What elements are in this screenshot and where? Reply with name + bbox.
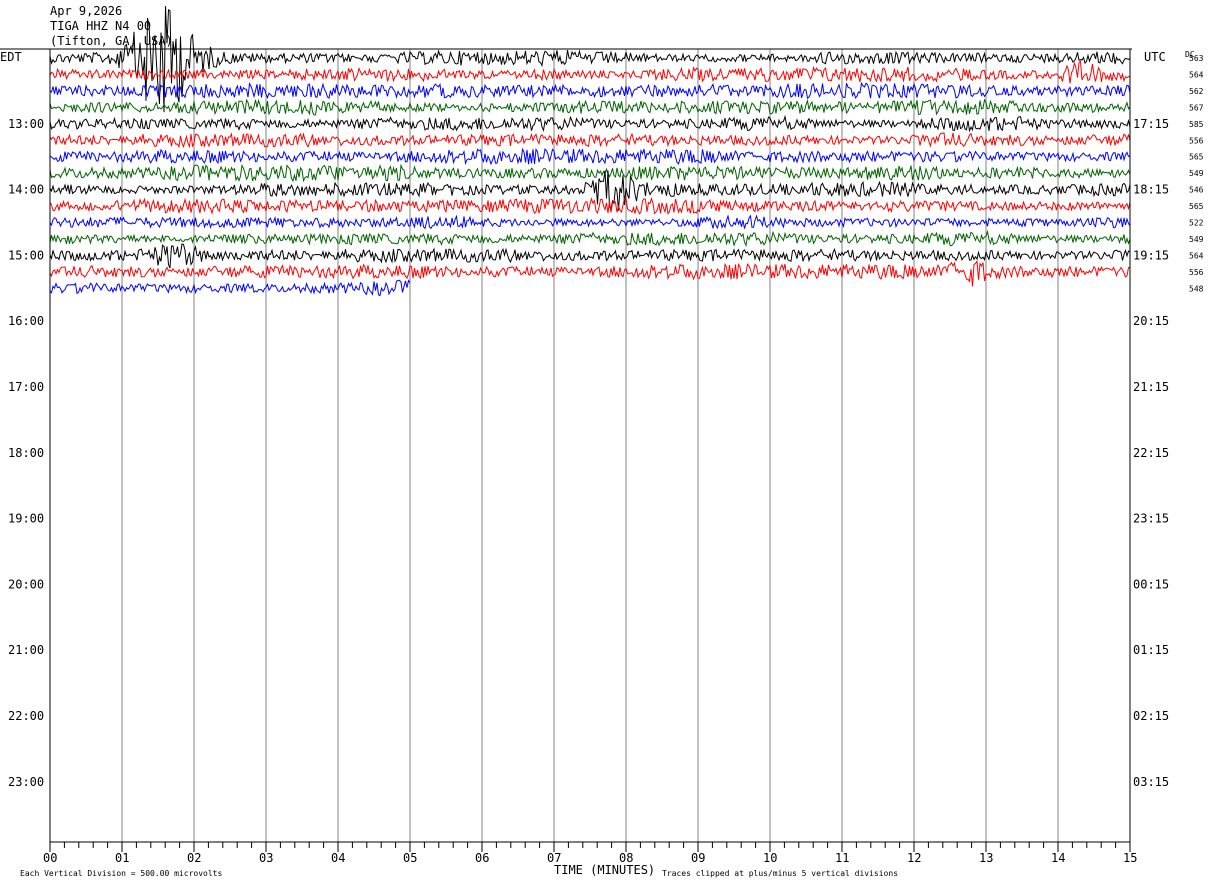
left-hour-label: 22:00 xyxy=(8,709,44,723)
right-hour-label: 02:15 xyxy=(1133,709,1169,723)
seismic-trace xyxy=(49,196,1131,215)
left-hour-label: 13:00 xyxy=(8,117,44,131)
x-tick-label: 15 xyxy=(1123,851,1137,865)
grid-layer xyxy=(121,49,1059,842)
left-hour-label: 18:00 xyxy=(8,446,44,460)
seismic-trace xyxy=(49,214,1131,230)
seismic-trace xyxy=(49,81,1131,100)
clip-note: Traces clipped at plus/minus 5 vertical … xyxy=(662,869,898,878)
dc-offset-label: 549 xyxy=(1189,235,1204,244)
seismic-trace xyxy=(49,279,411,297)
x-tick-label: 08 xyxy=(619,851,633,865)
x-tick-label: 04 xyxy=(331,851,345,865)
seismic-trace xyxy=(49,60,1131,84)
left-hour-label: 17:00 xyxy=(8,380,44,394)
trace-layer xyxy=(49,5,1131,297)
seismic-trace xyxy=(49,229,1131,248)
x-tick-label: 09 xyxy=(691,851,705,865)
dc-offset-label: 522 xyxy=(1189,219,1204,228)
x-tick-label: 14 xyxy=(1051,851,1065,865)
left-hour-label: 19:00 xyxy=(8,512,44,526)
header-date: Apr 9,2026 xyxy=(50,4,122,18)
label-layer: Apr 9,2026 TIGA HHZ N4 00 (Tifton, GA, U… xyxy=(0,4,1204,878)
seismic-trace xyxy=(49,170,1131,211)
dc-offset-label: 564 xyxy=(1189,251,1204,260)
right-hour-label: 19:15 xyxy=(1133,248,1169,262)
dc-offset-label: 562 xyxy=(1189,87,1204,96)
axis-layer xyxy=(0,48,1132,852)
dc-offset-label: 564 xyxy=(1189,70,1204,79)
dc-offset-label: 565 xyxy=(1189,153,1204,162)
dc-offset-label: 548 xyxy=(1189,284,1204,293)
scale-note: Each Vertical Division = 500.00 microvol… xyxy=(20,869,222,878)
left-timezone-label: EDT xyxy=(0,50,22,64)
left-hour-label: 16:00 xyxy=(8,314,44,328)
seismic-trace xyxy=(49,163,1131,183)
right-hour-label: 23:15 xyxy=(1133,512,1169,526)
dc-offset-label: 563 xyxy=(1189,54,1204,63)
header-station: TIGA HHZ N4 00 xyxy=(50,19,151,33)
right-hour-label: 22:15 xyxy=(1133,446,1169,460)
left-hour-label: 23:00 xyxy=(8,775,44,789)
right-hour-label: 17:15 xyxy=(1133,117,1169,131)
dc-offset-label: 549 xyxy=(1189,169,1204,178)
right-hour-label: 03:15 xyxy=(1133,775,1169,789)
x-tick-label: 05 xyxy=(403,851,417,865)
dc-header: DC xyxy=(1185,50,1195,59)
dc-offset-label: 585 xyxy=(1189,120,1204,129)
dc-offset-label: 567 xyxy=(1189,103,1204,112)
x-tick-label: 10 xyxy=(763,851,777,865)
x-tick-label: 02 xyxy=(187,851,201,865)
x-tick-label: 12 xyxy=(907,851,921,865)
x-tick-label: 13 xyxy=(979,851,993,865)
right-hour-label: 18:15 xyxy=(1133,183,1169,197)
right-hour-label: 21:15 xyxy=(1133,380,1169,394)
header-location: (Tifton, GA, USA) xyxy=(50,34,173,48)
x-axis-title: TIME (MINUTES) xyxy=(554,863,655,877)
x-tick-label: 06 xyxy=(475,851,489,865)
seismic-trace xyxy=(49,132,1131,149)
left-hour-label: 21:00 xyxy=(8,643,44,657)
dc-offset-label: 556 xyxy=(1189,136,1204,145)
x-tick-label: 11 xyxy=(835,851,849,865)
seismic-trace xyxy=(49,98,1131,116)
x-tick-label: 01 xyxy=(115,851,129,865)
right-hour-label: 20:15 xyxy=(1133,314,1169,328)
right-timezone-label: UTC xyxy=(1144,50,1166,64)
left-hour-label: 20:00 xyxy=(8,577,44,591)
x-tick-label: 03 xyxy=(259,851,273,865)
right-hour-label: 00:15 xyxy=(1133,577,1169,591)
seismic-trace xyxy=(49,5,1131,113)
seismic-trace xyxy=(49,259,1131,287)
dc-offset-label: 546 xyxy=(1189,186,1204,195)
dc-offset-label: 565 xyxy=(1189,202,1204,211)
dc-offset-label: 556 xyxy=(1189,268,1204,277)
seismic-trace xyxy=(49,114,1131,133)
right-hour-label: 01:15 xyxy=(1133,643,1169,657)
x-tick-label: 00 xyxy=(43,851,57,865)
left-hour-label: 15:00 xyxy=(8,248,44,262)
x-tick-label: 07 xyxy=(547,851,561,865)
seismic-trace xyxy=(49,243,1131,269)
left-hour-label: 14:00 xyxy=(8,183,44,197)
seismic-trace xyxy=(49,147,1131,166)
